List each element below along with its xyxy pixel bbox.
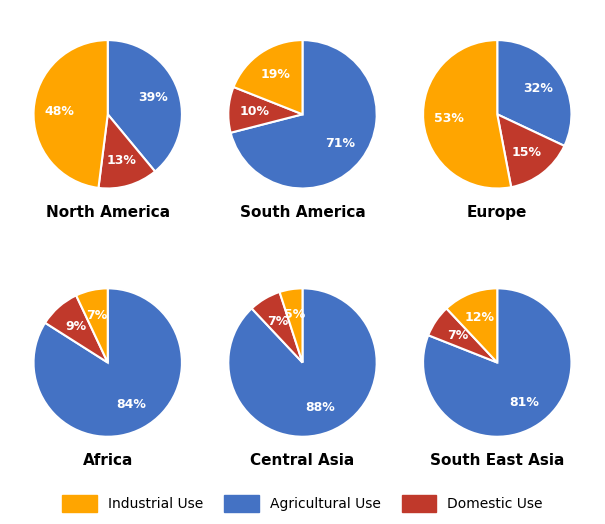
Wedge shape (446, 288, 497, 363)
Title: Europe: Europe (467, 205, 528, 220)
Title: North America: North America (46, 205, 170, 220)
Wedge shape (33, 40, 108, 188)
Text: 7%: 7% (87, 309, 108, 322)
Wedge shape (428, 309, 497, 363)
Legend: Industrial Use, Agricultural Use, Domestic Use: Industrial Use, Agricultural Use, Domest… (56, 489, 549, 517)
Title: South America: South America (240, 205, 365, 220)
Text: 12%: 12% (465, 311, 494, 324)
Text: 5%: 5% (284, 309, 306, 321)
Text: 15%: 15% (512, 146, 542, 159)
Wedge shape (45, 296, 108, 363)
Wedge shape (423, 288, 572, 436)
Text: 81%: 81% (509, 396, 539, 409)
Text: 32%: 32% (523, 82, 553, 95)
Title: South East Asia: South East Asia (430, 453, 564, 468)
Text: 9%: 9% (65, 320, 87, 333)
Wedge shape (234, 40, 302, 114)
Wedge shape (108, 40, 182, 171)
Text: 39%: 39% (138, 92, 168, 104)
Text: 53%: 53% (434, 112, 464, 125)
Wedge shape (33, 288, 182, 436)
Wedge shape (228, 87, 302, 133)
Title: Central Asia: Central Asia (250, 453, 355, 468)
Text: 7%: 7% (267, 314, 289, 328)
Wedge shape (252, 292, 302, 363)
Text: 71%: 71% (325, 137, 356, 150)
Text: 13%: 13% (106, 154, 136, 167)
Text: 48%: 48% (45, 105, 74, 118)
Text: 19%: 19% (261, 68, 290, 81)
Wedge shape (228, 288, 377, 436)
Wedge shape (497, 40, 572, 146)
Wedge shape (76, 288, 108, 363)
Wedge shape (423, 40, 511, 189)
Wedge shape (99, 114, 155, 189)
Text: 10%: 10% (240, 105, 269, 118)
Wedge shape (231, 40, 377, 189)
Text: 88%: 88% (306, 401, 335, 414)
Title: Africa: Africa (82, 453, 133, 468)
Text: 84%: 84% (116, 398, 146, 411)
Wedge shape (497, 114, 564, 187)
Text: 7%: 7% (446, 329, 468, 342)
Wedge shape (280, 288, 302, 363)
